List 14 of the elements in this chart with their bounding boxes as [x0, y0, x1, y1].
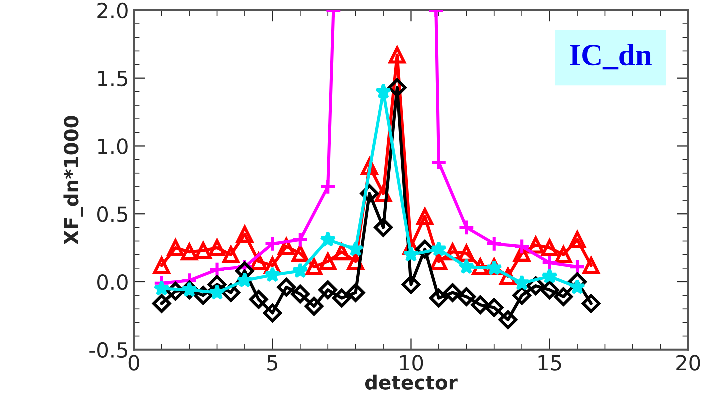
x-tick-label: 10 — [400, 355, 424, 371]
x-tick-label: 15 — [538, 355, 562, 371]
y-tick-label: 0.0 — [98, 274, 128, 290]
y-tick-label: 1.0 — [98, 138, 128, 154]
x-tick-label: 20 — [676, 355, 700, 371]
x-axis-title: detector — [365, 374, 458, 390]
x-tick-label: 5 — [268, 355, 278, 371]
y-tick-label: -0.5 — [90, 342, 128, 358]
y-tick-label: 1.5 — [98, 71, 128, 87]
x-tick-label: 0 — [128, 355, 140, 371]
y-tick-label: 2.0 — [98, 2, 128, 19]
y-axis-title: XF_dn*1000 — [64, 116, 84, 245]
annotation: IC_dn — [570, 44, 652, 70]
y-tick-label: 0.5 — [98, 206, 128, 222]
